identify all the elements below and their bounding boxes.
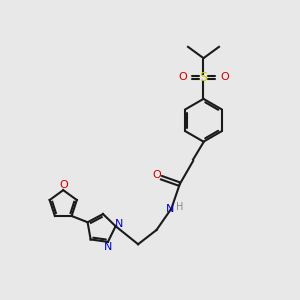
- Text: N: N: [104, 242, 112, 252]
- Text: O: O: [60, 180, 68, 190]
- Text: S: S: [200, 71, 208, 84]
- Text: N: N: [166, 204, 174, 214]
- Text: O: O: [220, 73, 229, 82]
- Text: N: N: [115, 219, 123, 230]
- Text: H: H: [176, 202, 183, 212]
- Text: O: O: [178, 73, 187, 82]
- Text: O: O: [153, 170, 161, 180]
